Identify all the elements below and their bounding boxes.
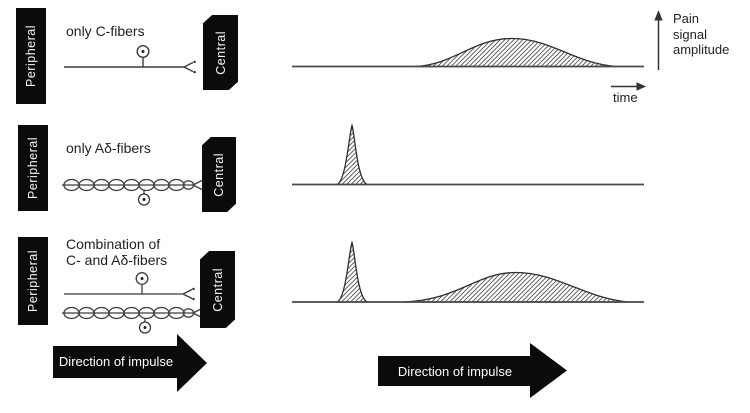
soma-icon [138,321,152,334]
fork-tip-dot [192,297,195,301]
fiber-label-row2: only Aδ-fibers [66,140,151,156]
fiber-label-row3: Combination of C- and Aδ-fibers [66,236,168,268]
soma-nucleus-dot [140,277,144,280]
fork-tip-dot [193,70,196,74]
direction-arrow-left-shape [53,334,207,392]
central-label: Central [213,30,228,75]
peripheral-box-row2: Peripheral [18,125,48,211]
soma-icon [136,45,150,59]
peripheral-label: Peripheral [26,137,40,199]
ad-fiber-spike [336,123,370,186]
soma-nucleus-dot [142,198,146,201]
combined-fibers-drawing [62,272,205,334]
soma-icon [137,193,151,206]
time-axis-label: time [613,90,638,105]
nerve-ending-fork-icon [192,179,203,191]
c-fiber-drawing [64,45,196,74]
fiber-label-row1: only C-fibers [66,23,145,39]
peripheral-label: Peripheral [26,250,40,312]
peripheral-box-row1: Peripheral [16,8,46,104]
ad-fiber-drawing [62,178,205,206]
central-label: Central [210,267,225,312]
myelin-sheath-chain [63,306,195,320]
direction-of-impulse-label-left: Direction of impulse [58,354,174,369]
c-fiber-hump [403,271,629,303]
fork-tip-dot [192,287,195,291]
waveform-ad-fiber [292,123,644,186]
peripheral-box-row3: Peripheral [18,237,48,325]
central-box-row1: Central [203,15,238,90]
amplitude-axis-arrow-icon [654,10,663,70]
fork-tip-dot [193,60,196,64]
nerve-ending-fork-icon [183,61,194,73]
time-axis-arrow-icon [611,82,646,91]
soma-nucleus-dot [141,50,145,53]
c-fiber-hump [414,37,617,68]
central-box-row2: Central [202,137,236,212]
waveform-c-fiber [292,37,644,68]
central-label: Central [212,152,226,197]
waveform-combined [292,240,644,303]
central-box-row3: Central [200,251,235,328]
myelin-sheath-chain [63,178,195,192]
direction-of-impulse-label-right: Direction of impulse [397,363,513,379]
soma-nucleus-dot [143,326,147,329]
nerve-ending-fork-icon [182,288,193,300]
soma-icon [135,272,149,285]
ad-fiber-spike [336,240,370,303]
peripheral-label: Peripheral [24,25,38,87]
direction-arrow-right-shape [378,343,567,398]
amplitude-axis-label: Pain signal amplitude [673,11,730,57]
